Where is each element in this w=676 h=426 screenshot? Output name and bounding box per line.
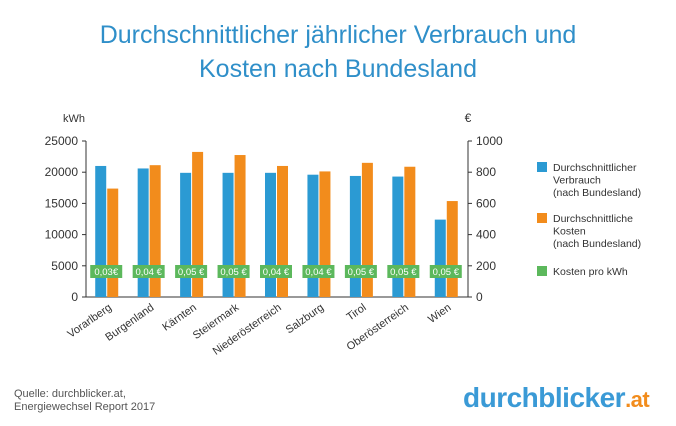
right-tick-label: 600 [476, 196, 496, 210]
legend-label-consumption: Verbrauch [553, 175, 601, 187]
bar-costs [277, 165, 288, 297]
bar-consumption [349, 175, 361, 297]
left-tick-label: 10000 [45, 228, 79, 242]
legend-label-costs: Durchschnittliche [553, 213, 633, 225]
bar-costs [319, 171, 331, 297]
category-label: Kärnten [160, 302, 198, 334]
source-note: Quelle: durchblicker.at, Energiewechsel … [14, 388, 155, 414]
left-tick-label: 25000 [45, 134, 79, 148]
legend-label-consumption: Durchschnittlicher [553, 162, 637, 174]
left-tick-label: 15000 [45, 196, 79, 210]
bar-costs [149, 165, 161, 297]
bar-costs [192, 151, 204, 297]
bar-consumption [137, 168, 149, 297]
right-tick-label: 0 [476, 290, 483, 304]
price-label: 0,04 € [305, 267, 332, 278]
bar-consumption [434, 219, 446, 297]
price-label: 0,04 € [263, 267, 290, 278]
right-tick-label: 400 [476, 228, 496, 242]
source-line2: Energiewechsel Report 2017 [14, 401, 156, 413]
chart-title: Durchschnittlicher jährlicher Verbrauch … [0, 18, 676, 86]
price-label: 0,05 € [433, 267, 460, 278]
bar-consumption [392, 176, 404, 297]
durchblicker-logo: durchblicker.at [463, 382, 650, 414]
source-line1: Quelle: durchblicker.at, [14, 388, 126, 400]
price-label-box [260, 265, 292, 278]
price-label-box [90, 265, 123, 278]
bar-consumption [307, 174, 319, 297]
legend-label-consumption: (nach Bundesland) [553, 187, 641, 199]
bar-costs [446, 201, 458, 297]
logo-main: durchblicker [463, 382, 626, 413]
chart-title-line1: Durchschnittlicher jährlicher Verbrauch … [99, 21, 577, 49]
left-axis-label: kWh [63, 113, 85, 125]
left-tick-label: 0 [71, 290, 78, 304]
price-label: 0,05 € [220, 267, 247, 278]
price-label: 0,05 € [178, 267, 205, 278]
category-label: Salzburg [284, 302, 326, 337]
bar-costs [107, 188, 119, 297]
category-label: Tirol [345, 302, 369, 324]
price-label-box [344, 265, 377, 278]
bar-consumption [180, 172, 192, 297]
legend-swatch-costs [537, 213, 547, 223]
bar-costs [234, 155, 246, 297]
left-tick-label: 5000 [51, 259, 78, 273]
price-label-box [217, 265, 250, 278]
price-label-box [132, 265, 165, 278]
bar-costs [361, 162, 373, 297]
legend-label-costs: (nach Bundesland) [553, 238, 641, 250]
logo-tld: .at [625, 387, 650, 412]
bar-consumption [265, 172, 276, 297]
left-tick-label: 20000 [45, 165, 79, 179]
price-label: 0,04 € [135, 267, 162, 278]
price-label: 0,03€ [94, 267, 118, 278]
legend-label-price: Kosten pro kWh [553, 266, 628, 278]
price-label-box [429, 265, 462, 278]
price-label: 0,05 € [390, 267, 417, 278]
right-tick-label: 200 [476, 259, 496, 273]
price-label-box [302, 265, 335, 278]
bar-consumption [222, 172, 234, 297]
bar-consumption [95, 165, 107, 297]
right-tick-label: 800 [476, 165, 496, 179]
legend-swatch-price [537, 266, 547, 276]
price-label-box [387, 265, 420, 278]
bar-costs [404, 166, 416, 297]
legend-swatch-consumption [537, 162, 547, 172]
right-axis-label: € [465, 111, 472, 125]
legend-label-costs: Kosten [553, 226, 586, 238]
right-tick-label: 1000 [476, 134, 503, 148]
category-label: Wien [426, 302, 453, 326]
price-label: 0,05 € [348, 267, 375, 278]
chart-title-line2: Kosten nach Bundesland [199, 55, 477, 83]
price-label-box [175, 265, 208, 278]
